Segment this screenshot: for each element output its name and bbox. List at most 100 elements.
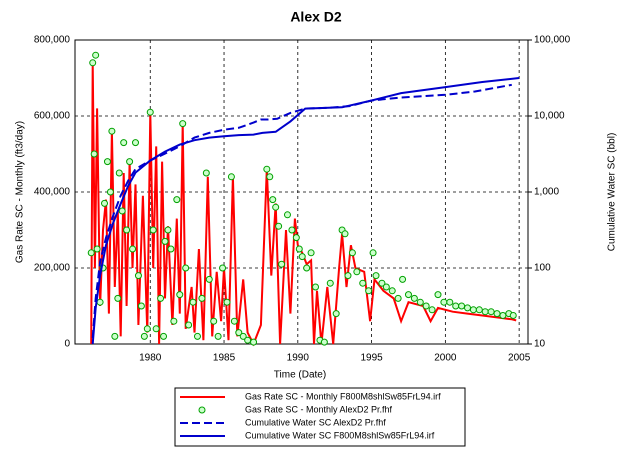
data-point — [137, 302, 145, 310]
data-point — [399, 275, 407, 283]
y-tick-label: 200,000 — [34, 263, 71, 274]
data-point — [369, 249, 377, 257]
data-point — [440, 298, 448, 306]
data-point — [382, 283, 390, 291]
data-point — [152, 325, 160, 333]
data-point — [475, 306, 483, 314]
data-point — [89, 59, 97, 67]
data-point — [140, 332, 148, 340]
data-point — [278, 260, 286, 268]
data-point — [298, 253, 306, 261]
data-point — [230, 317, 238, 325]
data-point — [157, 294, 165, 302]
data-point — [103, 158, 111, 166]
data-point — [344, 272, 352, 280]
data-point — [193, 332, 201, 340]
data-point — [161, 237, 169, 245]
x-tick-label: 1980 — [139, 353, 162, 364]
data-point — [120, 139, 128, 147]
data-point — [210, 317, 218, 325]
x-tick-label: 1990 — [287, 353, 310, 364]
data-point — [307, 249, 315, 257]
y2-tick-label: 10 — [534, 339, 546, 350]
data-point — [283, 211, 291, 219]
data-point — [353, 268, 361, 276]
data-point — [272, 203, 280, 211]
data-point — [365, 287, 373, 295]
data-point — [134, 272, 142, 280]
data-point — [452, 302, 460, 310]
legend-label: Cumulative Water SC F800M8shlSw85FrL94.i… — [245, 430, 435, 440]
data-point — [378, 279, 386, 287]
data-point — [202, 169, 210, 177]
data-point — [87, 249, 95, 257]
y2-tick-label: 1,000 — [534, 187, 559, 198]
data-point — [189, 298, 197, 306]
data-point — [223, 298, 231, 306]
y-tick-label: 400,000 — [34, 187, 71, 198]
data-point — [394, 294, 402, 302]
data-point — [458, 302, 466, 310]
data-point — [106, 188, 114, 196]
data-point — [146, 108, 154, 116]
chart-title: Alex D2 — [290, 9, 342, 25]
data-point — [239, 332, 247, 340]
data-point — [464, 304, 472, 312]
data-point — [92, 51, 100, 59]
data-point — [481, 308, 489, 316]
data-point — [114, 294, 122, 302]
y2-tick-label: 10,000 — [534, 111, 565, 122]
data-point — [446, 298, 454, 306]
x-tick-label: 2005 — [508, 353, 531, 364]
data-point — [410, 294, 418, 302]
data-point — [250, 338, 258, 346]
data-point — [388, 287, 396, 295]
data-point — [90, 150, 98, 158]
data-point — [428, 306, 436, 314]
data-point — [359, 279, 367, 287]
legend-label: Gas Rate SC - Monthly F800M8shlSw85FrL94… — [245, 391, 441, 401]
data-point — [320, 338, 328, 346]
data-point — [263, 165, 271, 173]
data-point — [176, 291, 184, 299]
data-point — [149, 226, 157, 234]
data-point — [341, 230, 349, 238]
data-point — [416, 298, 424, 306]
data-point — [275, 222, 283, 230]
data-point — [129, 245, 137, 253]
x-axis-label: Time (Date) — [274, 370, 326, 381]
data-point — [198, 294, 206, 302]
data-point — [170, 317, 178, 325]
x-tick-label: 1985 — [213, 353, 236, 364]
data-point — [167, 245, 175, 253]
data-point — [372, 272, 380, 280]
data-point — [123, 226, 131, 234]
data-point — [164, 226, 172, 234]
x-tick-label: 2000 — [434, 353, 457, 364]
data-point — [101, 199, 109, 207]
y-tick-label: 800,000 — [34, 35, 71, 46]
data-point — [434, 291, 442, 299]
data-point — [326, 279, 334, 287]
data-point — [118, 207, 126, 215]
data-point — [111, 332, 119, 340]
data-point — [115, 169, 123, 177]
data-point — [179, 120, 187, 128]
y-axis-label: Gas Rate SC - Monthly (ft3/day) — [15, 121, 26, 263]
y-tick-label: 0 — [64, 339, 70, 350]
data-point — [404, 291, 412, 299]
data-point — [422, 302, 430, 310]
data-point — [219, 264, 227, 272]
data-point — [126, 158, 134, 166]
data-point — [182, 264, 190, 272]
data-point — [214, 332, 222, 340]
data-point — [96, 298, 104, 306]
data-point — [332, 310, 340, 318]
data-point — [205, 275, 213, 283]
legend-swatch — [198, 406, 206, 414]
data-point — [266, 173, 274, 181]
data-point — [108, 127, 116, 135]
data-point — [469, 306, 477, 314]
data-point — [487, 308, 495, 316]
